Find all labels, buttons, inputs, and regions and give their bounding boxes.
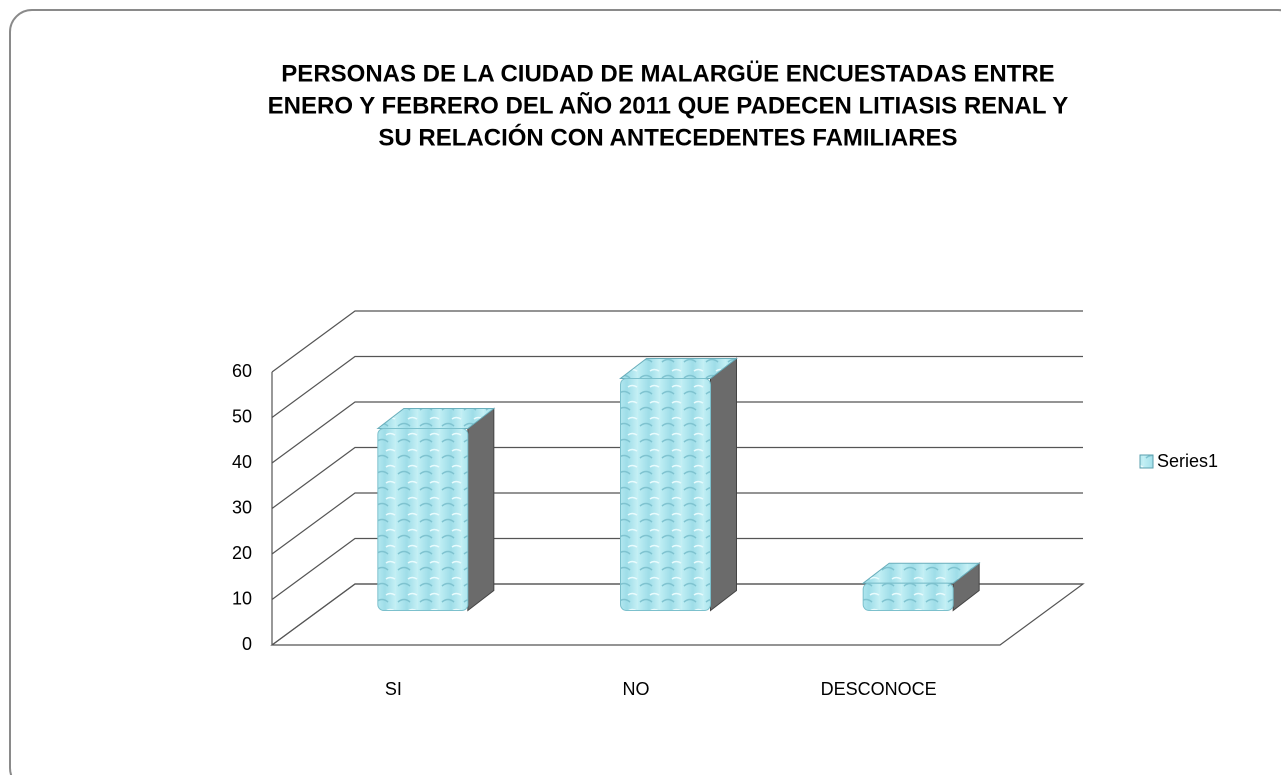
bar <box>862 582 954 612</box>
grid-line <box>271 492 1083 555</box>
grid-line <box>271 401 1083 464</box>
y-tick-label: 0 <box>242 634 252 654</box>
bar <box>620 377 711 612</box>
bar-side <box>710 357 737 612</box>
y-tick-label: 30 <box>232 497 252 517</box>
x-tick-label: DESCONOCE <box>821 679 937 699</box>
chart-title: PERSONAS DE LA CIUDAD DE MALARGÜE ENCUES… <box>281 60 1054 87</box>
grid-line <box>271 355 1083 418</box>
y-tick-label: 50 <box>232 406 252 426</box>
grid-line <box>271 310 1083 373</box>
bar-side <box>467 407 495 612</box>
bar <box>377 428 469 611</box>
y-tick-label: 40 <box>232 452 252 472</box>
x-tick-label: SI <box>385 679 402 699</box>
y-tick-label: 10 <box>232 588 252 608</box>
legend-swatch <box>1139 454 1154 469</box>
y-tick-label: 20 <box>232 543 252 563</box>
grid-line <box>271 583 1083 646</box>
legend-label: Series1 <box>1157 451 1218 471</box>
y-tick-label: 60 <box>232 361 252 381</box>
chart-title: ENERO Y FEBRERO DEL AÑO 2011 QUE PADECEN… <box>268 91 1069 119</box>
grid-line <box>271 446 1083 509</box>
chart-title: SU RELACIÓN CON ANTECEDENTES FAMILIARES <box>378 123 957 151</box>
x-tick-label: NO <box>623 679 650 699</box>
grid-line <box>271 537 1083 600</box>
